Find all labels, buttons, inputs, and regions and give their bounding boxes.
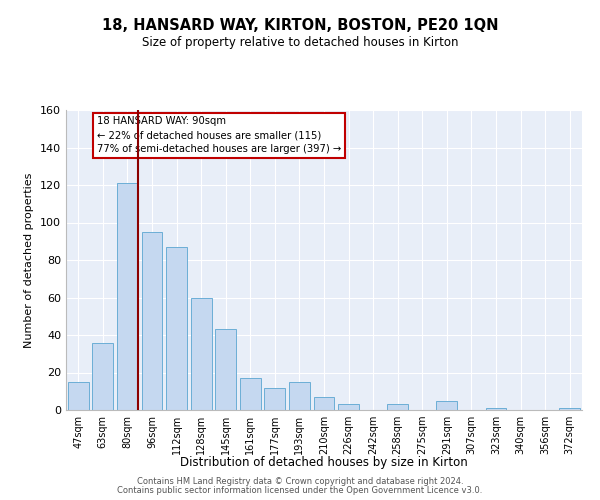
Y-axis label: Number of detached properties: Number of detached properties (25, 172, 34, 348)
Bar (240, 378, 261, 410)
Bar (436, 400, 457, 410)
Bar (559, 408, 580, 410)
Text: Contains public sector information licensed under the Open Government Licence v3: Contains public sector information licen… (118, 486, 482, 495)
Text: 18, HANSARD WAY, KIRTON, BOSTON, PE20 1QN: 18, HANSARD WAY, KIRTON, BOSTON, PE20 1Q… (102, 18, 498, 32)
Bar (289, 382, 310, 410)
Text: Size of property relative to detached houses in Kirton: Size of property relative to detached ho… (142, 36, 458, 49)
Text: Contains HM Land Registry data © Crown copyright and database right 2024.: Contains HM Land Registry data © Crown c… (137, 477, 463, 486)
Bar (191, 298, 212, 410)
Bar (92, 342, 113, 410)
Bar (387, 404, 408, 410)
Bar (142, 232, 163, 410)
Bar (314, 397, 334, 410)
Bar (338, 404, 359, 410)
Bar (215, 330, 236, 410)
Bar (265, 388, 286, 410)
Text: Distribution of detached houses by size in Kirton: Distribution of detached houses by size … (180, 456, 468, 469)
Text: 18 HANSARD WAY: 90sqm
← 22% of detached houses are smaller (115)
77% of semi-det: 18 HANSARD WAY: 90sqm ← 22% of detached … (97, 116, 341, 154)
Bar (485, 408, 506, 410)
Bar (68, 382, 89, 410)
Bar (117, 183, 138, 410)
Bar (166, 247, 187, 410)
